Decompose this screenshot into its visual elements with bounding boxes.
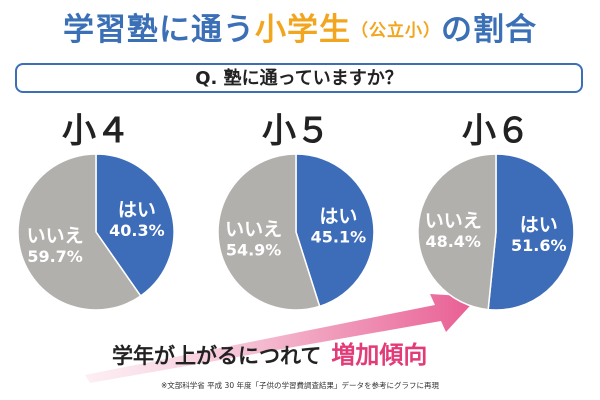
slice-label-1-yes: はい bbox=[118, 199, 156, 221]
trend-label: 学年が上がるにつれて bbox=[112, 344, 322, 368]
slice-label-1-no: いいえ bbox=[27, 225, 84, 247]
slice-label-2-no: いいえ bbox=[225, 219, 282, 241]
slice-value-2-yes: 45.1% bbox=[311, 227, 367, 246]
pie-slice-2-no bbox=[217, 153, 321, 311]
chart-title-3: 小６ bbox=[462, 111, 530, 151]
title-subtitle: （公立小） bbox=[351, 21, 441, 41]
chart-title-2: 小５ bbox=[262, 111, 330, 151]
title-part-2: 小学生 bbox=[255, 12, 351, 48]
source-note: ※文部科学省 平成 30 年度「子供の学習費調査結果」データを参考にグラフに再現 bbox=[161, 381, 439, 390]
pie-slice-3-no bbox=[417, 153, 497, 311]
title-part-3: の割合 bbox=[441, 12, 537, 48]
slice-value-2-no: 54.9% bbox=[226, 241, 282, 260]
title-part-1: 学習塾に通う bbox=[63, 12, 255, 48]
slice-label-3-no: いいえ bbox=[425, 210, 482, 232]
slice-value-1-yes: 40.3% bbox=[109, 221, 165, 240]
slice-label-2-yes: はい bbox=[319, 205, 357, 227]
pie-slice-2-yes bbox=[295, 153, 375, 308]
slice-value-3-no: 48.4% bbox=[425, 232, 481, 251]
slice-value-1-no: 59.7% bbox=[27, 247, 83, 266]
chart-title-1: 小４ bbox=[62, 111, 130, 151]
slice-label-3-yes: はい bbox=[520, 214, 558, 236]
pie-slice-3-yes bbox=[487, 153, 575, 311]
page-title: 学習塾に通う小学生（公立小）の割合 bbox=[0, 10, 600, 51]
slice-value-3-yes: 51.6% bbox=[511, 236, 567, 255]
trend-text: 学年が上がるにつれて 増加傾向 bbox=[112, 335, 427, 370]
trend-highlight: 増加傾向 bbox=[331, 341, 428, 369]
pie-slice-1-yes bbox=[95, 153, 175, 298]
question-box: Q. 塾に通っていますか？ bbox=[15, 63, 583, 93]
trend-arrow bbox=[85, 294, 478, 383]
pie-slice-1-no bbox=[17, 153, 142, 311]
